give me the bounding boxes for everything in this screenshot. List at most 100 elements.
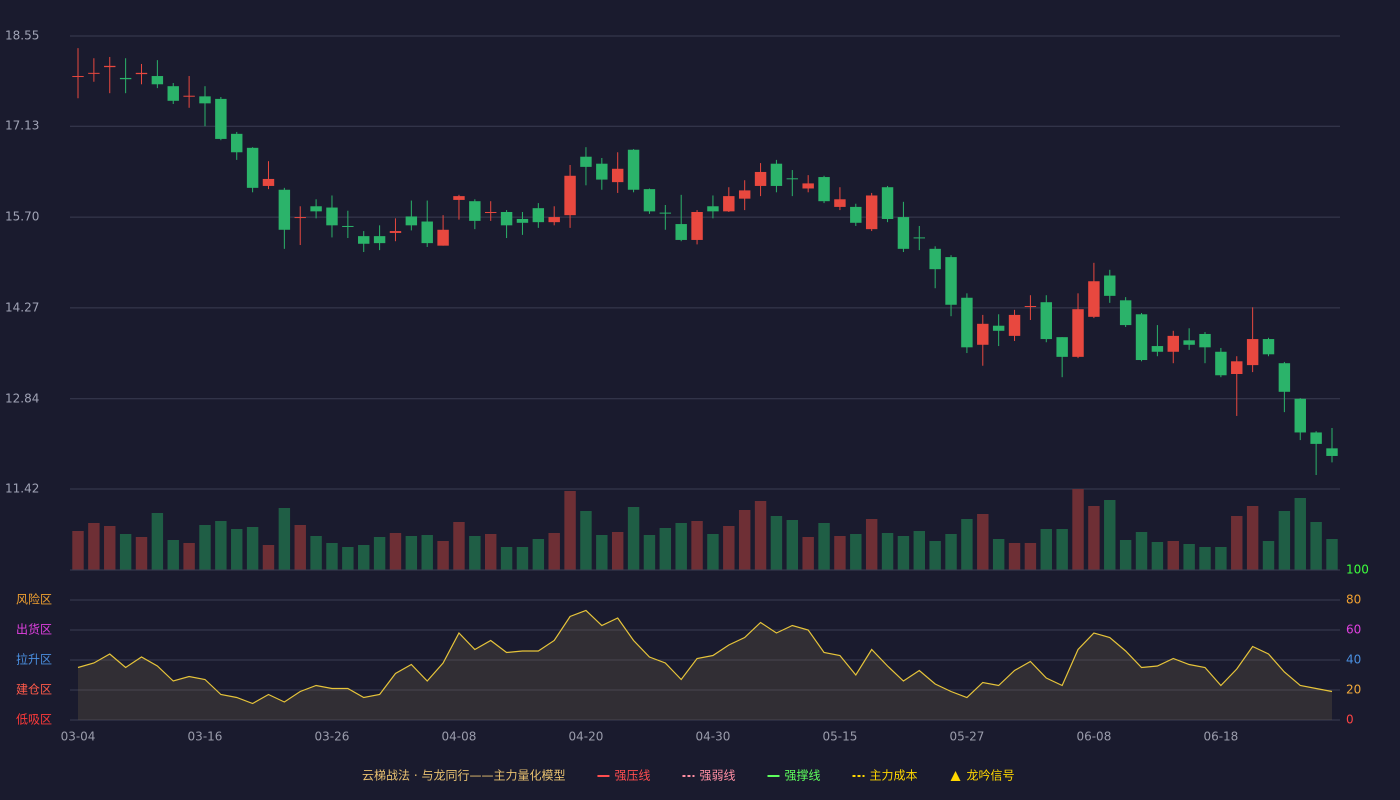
candle-body [278, 189, 291, 230]
candle-body [1024, 306, 1037, 308]
volume-bar [929, 541, 941, 570]
candle-body [596, 163, 608, 180]
y-tick-label: 11.42 [5, 482, 39, 496]
volume-bar [1040, 529, 1052, 570]
candle-body [897, 217, 910, 249]
volume-bar [342, 547, 354, 570]
volume-bar [945, 534, 957, 570]
volume-bar [992, 539, 1005, 570]
candle-body [358, 236, 370, 244]
candle-body [183, 95, 195, 97]
volume-bar [802, 537, 814, 570]
volume-bar [754, 501, 767, 570]
candle-body [643, 189, 656, 212]
volume-bar [199, 525, 211, 570]
candle-body [961, 297, 973, 348]
volume-bar [580, 511, 592, 570]
volume-bar [961, 519, 973, 570]
candle-body [1040, 302, 1052, 340]
volume-bar [564, 491, 576, 570]
volume-bar [1135, 532, 1148, 570]
legend-title: 云梯战法 · 与龙同行——主力量化模型 [362, 769, 565, 783]
candle-body [199, 96, 211, 104]
volume-bar [119, 534, 132, 570]
candle-body [1246, 339, 1259, 366]
volume-bar [1199, 547, 1211, 570]
candle-body [1008, 314, 1021, 336]
volume-bar [596, 535, 608, 570]
volume-bar [1119, 540, 1132, 570]
candle-body [802, 183, 814, 189]
candle-body [405, 216, 418, 226]
volume-bar [469, 536, 481, 570]
volume-bar [72, 531, 84, 570]
volume-bar [723, 526, 735, 570]
volume-bar [516, 547, 529, 570]
candle-body [675, 224, 687, 240]
candle-body [231, 133, 243, 153]
volume-bar [437, 541, 449, 570]
volume-bar [104, 526, 116, 570]
zone-label: 风险区 [16, 592, 52, 607]
candle-body [691, 211, 703, 240]
candle-body [1326, 448, 1338, 456]
volume-bar [1151, 542, 1164, 570]
candle-body [818, 177, 830, 202]
candle-body [738, 190, 751, 199]
x-tick-label: 04-08 [442, 730, 477, 744]
volume-bar [770, 516, 783, 570]
candle-body [72, 76, 84, 78]
volume-bar [358, 545, 370, 570]
candle-body [659, 212, 672, 214]
candle-body [215, 98, 227, 139]
volume-bar [310, 536, 322, 570]
candle-body [1231, 361, 1243, 375]
candle-body [104, 65, 116, 68]
x-tick-label: 06-18 [1203, 730, 1238, 744]
legend-label: 强弱线 [699, 769, 735, 783]
volume-bar [627, 507, 640, 570]
volume-bar [405, 536, 418, 570]
candle-body [167, 86, 179, 101]
volume-bar [1056, 529, 1068, 570]
volume-bar [278, 508, 291, 570]
x-tick-label: 04-20 [569, 730, 604, 744]
volume-bar [1310, 522, 1322, 570]
volume-bar [500, 547, 513, 570]
volume-bar [1072, 489, 1084, 570]
candle-body [1294, 398, 1306, 433]
candle-body [580, 156, 592, 167]
volume-bar [246, 527, 259, 570]
candle-body [850, 206, 862, 223]
candle-body [770, 163, 783, 186]
candle-body [326, 207, 338, 226]
volume-bar [659, 528, 672, 570]
volume-bar [818, 523, 830, 570]
candle-body [977, 323, 989, 345]
volume-bar [1088, 506, 1100, 570]
volume-bar [611, 532, 624, 570]
zone-label: 出货区 [16, 622, 52, 637]
x-tick-label: 03-16 [188, 730, 223, 744]
candle-body [246, 147, 259, 188]
candle-body [373, 236, 386, 244]
candle-body [881, 187, 894, 219]
candle-body [564, 175, 576, 216]
volume-bar [707, 534, 719, 570]
volume-bar [453, 522, 465, 570]
candle-body [1119, 300, 1132, 326]
candle-body [151, 76, 164, 85]
y2-tick-label: 100 [1346, 563, 1369, 577]
volume-bar [167, 540, 179, 570]
candle-body [532, 208, 545, 223]
volume-bar [1278, 511, 1291, 570]
candle-body [342, 225, 354, 227]
volume-bar [389, 533, 402, 570]
candle-body [754, 171, 767, 186]
candle-body [1310, 432, 1322, 444]
candle-body [627, 149, 640, 190]
candle-body [992, 325, 1005, 331]
y-tick-label: 14.27 [5, 300, 39, 314]
y-tick-label: 17.13 [5, 119, 39, 133]
candle-body [945, 257, 957, 305]
